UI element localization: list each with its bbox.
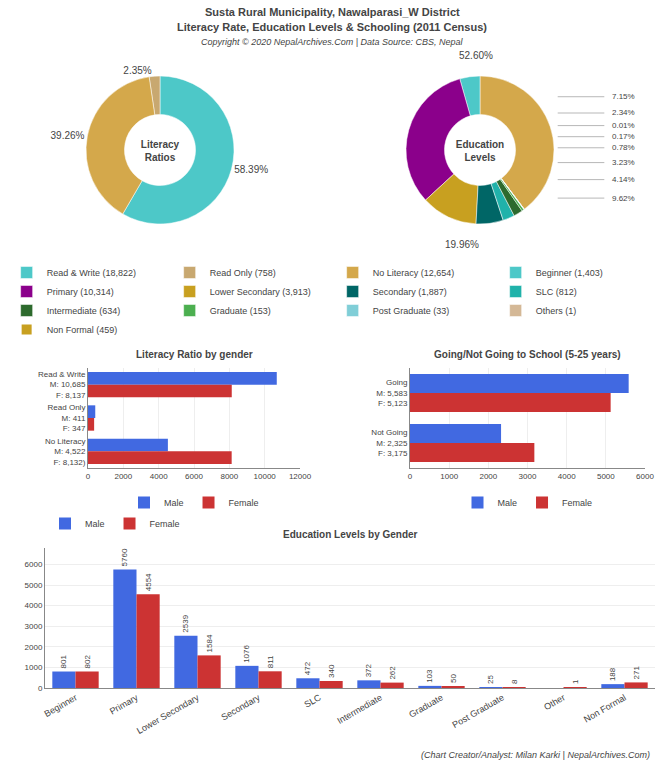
svg-text:802: 802 xyxy=(83,655,92,669)
svg-text:25: 25 xyxy=(486,675,495,684)
svg-text:EducationLevels: EducationLevels xyxy=(456,139,504,163)
svg-text:1584: 1584 xyxy=(205,634,214,652)
svg-text:Post Graduate (33): Post Graduate (33) xyxy=(373,306,450,316)
svg-text:5000: 5000 xyxy=(597,472,615,481)
svg-text:Other: Other xyxy=(542,692,566,712)
svg-text:4000: 4000 xyxy=(25,601,43,610)
svg-text:LiteracyRatios: LiteracyRatios xyxy=(141,139,180,163)
svg-text:Female: Female xyxy=(150,519,180,529)
svg-text:801: 801 xyxy=(59,655,68,669)
svg-text:(Chart Creator/Analyst: Milan: (Chart Creator/Analyst: Milan Karki | Ne… xyxy=(421,750,650,760)
svg-text:Copyright © 2020 NepalArchives: Copyright © 2020 NepalArchives.Com | Dat… xyxy=(201,37,464,47)
svg-text:Female: Female xyxy=(229,498,259,508)
svg-text:Intermediate (634): Intermediate (634) xyxy=(47,306,121,316)
svg-text:No Literacy (12,654): No Literacy (12,654) xyxy=(373,268,455,278)
svg-text:0: 0 xyxy=(86,472,91,481)
svg-text:Secondary (1,887): Secondary (1,887) xyxy=(373,287,447,297)
svg-text:103: 103 xyxy=(425,669,434,683)
svg-text:811: 811 xyxy=(266,655,275,668)
svg-text:472: 472 xyxy=(303,661,312,675)
svg-text:39.26%: 39.26% xyxy=(51,130,85,141)
svg-text:Lower Secondary: Lower Secondary xyxy=(135,692,201,736)
svg-text:Secondary: Secondary xyxy=(219,692,262,722)
svg-text:Susta Rural Municipality, Nawa: Susta Rural Municipality, Nawalparasi_W … xyxy=(205,6,460,18)
svg-text:188: 188 xyxy=(608,667,617,681)
svg-text:52.60%: 52.60% xyxy=(459,50,493,61)
svg-text:No LiteracyM: 4,522F: 8,132): No LiteracyM: 4,522F: 8,132) xyxy=(45,437,86,467)
svg-text:Others (1): Others (1) xyxy=(536,306,577,316)
svg-text:9.62%: 9.62% xyxy=(612,194,635,203)
svg-text:SLC (812): SLC (812) xyxy=(536,287,577,297)
svg-text:2000: 2000 xyxy=(114,472,132,481)
svg-text:0.17%: 0.17% xyxy=(612,132,635,141)
svg-text:Read OnlyM: 411F: 347: Read OnlyM: 411F: 347 xyxy=(48,403,86,433)
svg-text:6000: 6000 xyxy=(25,560,43,569)
svg-text:Female: Female xyxy=(562,498,592,508)
svg-text:Read Only (758): Read Only (758) xyxy=(210,268,276,278)
svg-text:5000: 5000 xyxy=(25,581,43,590)
svg-text:Non Formal (459): Non Formal (459) xyxy=(47,325,118,335)
svg-text:0.01%: 0.01% xyxy=(612,121,635,130)
svg-text:Male: Male xyxy=(164,498,184,508)
svg-text:4000: 4000 xyxy=(558,472,576,481)
svg-text:Going/Not Going to School (5-2: Going/Not Going to School (5-25 years) xyxy=(434,349,621,360)
svg-text:4554: 4554 xyxy=(144,573,153,591)
svg-text:8: 8 xyxy=(510,679,519,684)
svg-text:Education Levels by Gender: Education Levels by Gender xyxy=(283,529,418,540)
svg-text:10000: 10000 xyxy=(254,472,277,481)
svg-text:2539: 2539 xyxy=(181,614,190,632)
svg-text:1000: 1000 xyxy=(25,663,43,672)
svg-text:Literacy Ratio by gender: Literacy Ratio by gender xyxy=(136,349,253,360)
svg-text:Beginner: Beginner xyxy=(43,692,79,719)
svg-text:SLC: SLC xyxy=(303,692,324,710)
svg-text:Primary: Primary xyxy=(108,692,140,716)
svg-text:3.23%: 3.23% xyxy=(612,158,635,167)
svg-text:Intermediate: Intermediate xyxy=(335,692,383,726)
svg-text:Graduate (153): Graduate (153) xyxy=(210,306,271,316)
svg-text:262: 262 xyxy=(388,666,397,680)
svg-text:1076: 1076 xyxy=(242,645,251,663)
svg-text:7.15%: 7.15% xyxy=(612,92,635,101)
svg-text:12000: 12000 xyxy=(289,472,312,481)
svg-text:0: 0 xyxy=(38,684,43,693)
svg-text:2000: 2000 xyxy=(479,472,497,481)
svg-text:GoingM: 5,583F: 5,123: GoingM: 5,583F: 5,123 xyxy=(376,378,408,408)
svg-text:2.35%: 2.35% xyxy=(123,65,151,76)
svg-text:6000: 6000 xyxy=(185,472,203,481)
svg-text:271: 271 xyxy=(632,666,641,680)
svg-text:19.96%: 19.96% xyxy=(445,239,479,250)
svg-text:6000: 6000 xyxy=(636,472,654,481)
svg-text:Not GoingM: 2,325F: 3,175: Not GoingM: 2,325F: 3,175 xyxy=(371,428,408,458)
svg-text:58.39%: 58.39% xyxy=(234,164,268,175)
svg-text:Beginner (1,403): Beginner (1,403) xyxy=(536,268,603,278)
svg-text:5760: 5760 xyxy=(120,548,129,566)
svg-text:1000: 1000 xyxy=(440,472,458,481)
svg-text:372: 372 xyxy=(364,663,373,677)
svg-text:8000: 8000 xyxy=(220,472,238,481)
svg-text:0: 0 xyxy=(408,472,413,481)
svg-text:Post Graduate: Post Graduate xyxy=(450,692,505,730)
svg-text:4.14%: 4.14% xyxy=(612,175,635,184)
svg-text:50: 50 xyxy=(449,674,458,683)
svg-text:3000: 3000 xyxy=(25,622,43,631)
svg-text:Male: Male xyxy=(498,498,518,508)
svg-text:0.78%: 0.78% xyxy=(612,143,635,152)
svg-text:1: 1 xyxy=(571,679,580,684)
svg-text:Literacy Rate, Education Level: Literacy Rate, Education Levels & School… xyxy=(177,21,487,33)
svg-text:340: 340 xyxy=(327,664,336,678)
svg-text:Male: Male xyxy=(85,519,105,529)
svg-text:Read & WriteM: 10,685F: 8,137: Read & WriteM: 10,685F: 8,137 xyxy=(38,370,86,400)
svg-text:Primary (10,314): Primary (10,314) xyxy=(47,287,114,297)
svg-text:Read & Write (18,822): Read & Write (18,822) xyxy=(47,268,136,278)
svg-text:Non Formal: Non Formal xyxy=(582,692,628,724)
svg-text:Graduate: Graduate xyxy=(407,692,445,719)
svg-text:3000: 3000 xyxy=(519,472,537,481)
svg-text:Lower Secondary (3,913): Lower Secondary (3,913) xyxy=(210,287,311,297)
svg-text:2000: 2000 xyxy=(25,643,43,652)
svg-text:2.34%: 2.34% xyxy=(612,108,635,117)
svg-text:4000: 4000 xyxy=(150,472,168,481)
